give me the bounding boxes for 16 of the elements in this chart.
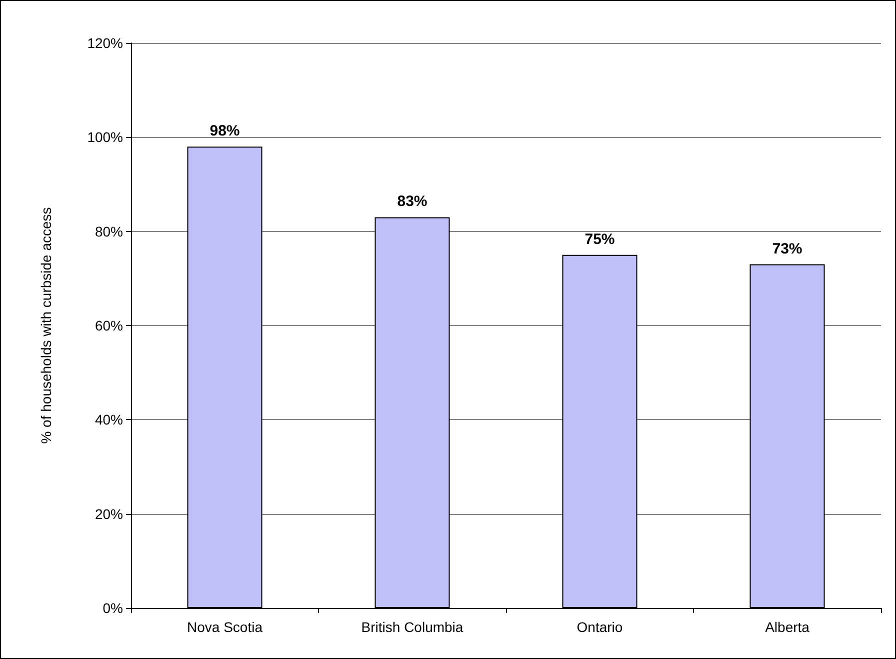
y-tick-label: 40% <box>94 412 123 428</box>
data-label: 83% <box>397 193 428 210</box>
y-tick-label: 60% <box>94 318 123 334</box>
data-label: 75% <box>584 230 615 248</box>
y-tick-label: 20% <box>94 506 123 522</box>
y-axis-title: % of households with curbside access <box>38 207 54 444</box>
y-tick-label: 0% <box>102 600 123 616</box>
data-label: 73% <box>772 240 802 258</box>
data-label: 98% <box>210 122 240 140</box>
y-tick-label: 80% <box>94 223 123 240</box>
x-tick-label: British Columbia <box>361 619 464 635</box>
x-tick-label: Alberta <box>765 619 810 635</box>
x-tick-label: Nova Scotia <box>187 619 263 635</box>
y-tick-label: 100% <box>87 129 123 146</box>
y-tick-label: 120% <box>87 35 123 51</box>
x-tick-label: Ontario <box>576 619 623 635</box>
